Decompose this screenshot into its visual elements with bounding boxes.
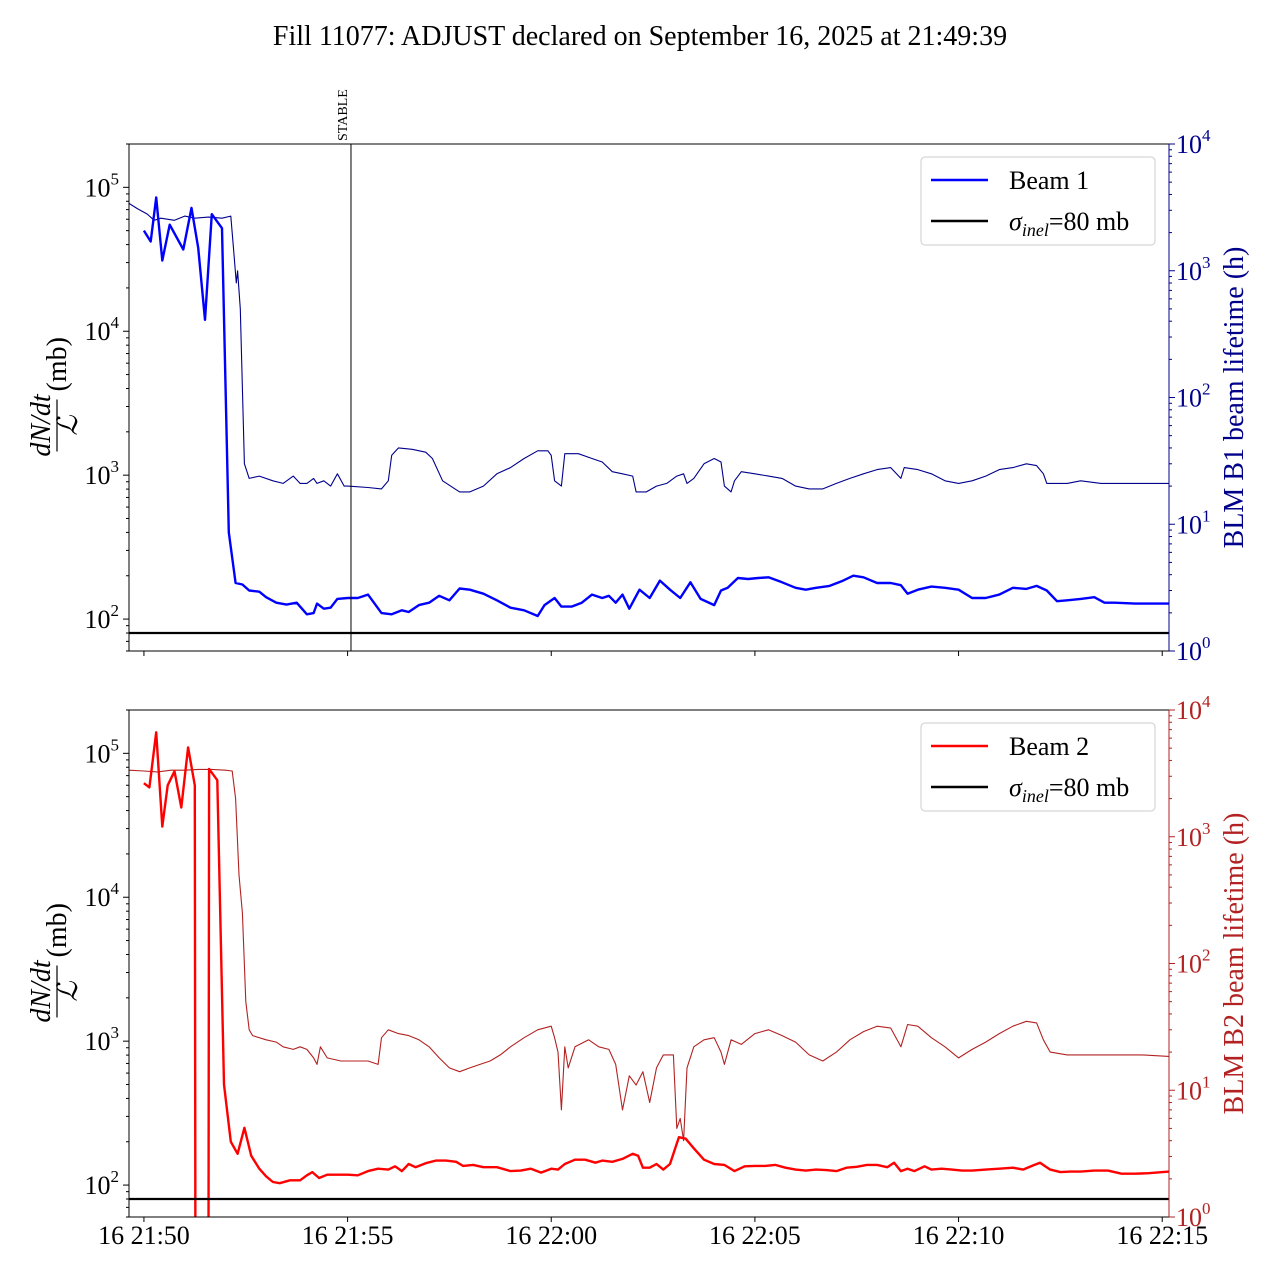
y-left-tick-label: 105 (85, 735, 120, 768)
tick-base: 10 (1176, 823, 1202, 852)
legend-sigma-subscript: inel (1022, 220, 1049, 240)
y-left-tick-label: 102 (85, 1167, 120, 1200)
tick-base: 10 (1176, 696, 1202, 725)
tick-exponent: 5 (111, 735, 120, 754)
y-right-tick-label: 100 (1176, 633, 1211, 666)
tick-base: 10 (1176, 384, 1202, 413)
tick-exponent: 1 (1202, 506, 1211, 525)
plot-area (129, 196, 1169, 635)
y-left-tick-label: 103 (85, 1023, 120, 1056)
tick-exponent: 2 (1202, 946, 1211, 965)
tick-base: 10 (85, 1171, 111, 1200)
tick-exponent: 0 (1202, 633, 1211, 652)
chart-title: Fill 11077: ADJUST declared on September… (273, 21, 1007, 52)
tick-exponent: 2 (1202, 380, 1211, 399)
y-right-tick-label: 101 (1176, 506, 1211, 539)
y-right-tick-label: 103 (1176, 819, 1211, 852)
tick-exponent: 4 (1202, 126, 1211, 145)
panel-2-series-layer (129, 731, 1169, 1217)
tick-exponent: 1 (1202, 1072, 1211, 1091)
tick-base: 10 (85, 739, 111, 768)
tick-base: 10 (85, 605, 111, 634)
y-right-tick-label: 104 (1176, 692, 1211, 725)
y-left-axis-label: dN/dtℒ (mb) (26, 337, 84, 457)
legend-sigma-value: =80 mb (1049, 773, 1129, 802)
y-right-tick-label: 104 (1176, 126, 1211, 159)
y-right-tick-label: 100 (1176, 1199, 1211, 1232)
tick-exponent: 4 (1202, 692, 1211, 711)
y-left-label-numerator: dN/dt (26, 959, 57, 1022)
tick-base: 10 (85, 1027, 111, 1056)
legend-label-beam: Beam 2 (1009, 732, 1089, 761)
y-right-tick-label: 101 (1176, 1072, 1211, 1105)
tick-exponent: 3 (1202, 253, 1211, 272)
tick-exponent: 3 (111, 457, 120, 476)
y-left-tick-label: 104 (85, 879, 120, 912)
y-left-label-unit: (mb) (42, 337, 73, 391)
series-line-blm-b2-beam-lifetime (129, 768, 1169, 1142)
tick-base: 10 (1176, 1203, 1202, 1232)
series-line-beam-2 (143, 731, 1169, 1217)
tick-exponent: 2 (111, 1167, 120, 1186)
y-right-tick-label: 103 (1176, 253, 1211, 286)
y-left-label-denominator: ℒ (53, 981, 84, 1002)
y-left-axis-label: dN/dtℒ (mb) (26, 903, 84, 1023)
tick-exponent: 2 (111, 601, 120, 620)
y-left-tick-label: 105 (85, 169, 120, 202)
y-left-label-unit: (mb) (42, 903, 73, 957)
x-tick-label: 16 22:15 (1116, 1221, 1208, 1250)
legend-sigma-value: =80 mb (1049, 207, 1129, 236)
y-right-tick-label: 102 (1176, 946, 1211, 979)
tick-exponent: 4 (111, 879, 120, 898)
x-tick-label: 16 22:00 (505, 1221, 597, 1250)
y-right-axis-label: BLM B1 beam lifetime (h) (1219, 247, 1250, 549)
tick-base: 10 (85, 173, 111, 202)
tick-base: 10 (1176, 257, 1202, 286)
legend-label-sigma: σinel=80 mb (1009, 207, 1129, 240)
legend-label-beam: Beam 1 (1009, 166, 1089, 195)
tick-exponent: 4 (111, 313, 120, 332)
legend-sigma-symbol: σ (1009, 773, 1023, 802)
panel-1-axes-layer: STABLE102103104105100101102103104dN/dtℒ(… (26, 89, 1250, 666)
tick-base: 10 (1176, 1076, 1202, 1105)
y-right-tick-label: 102 (1176, 380, 1211, 413)
x-tick-label: 16 22:05 (709, 1221, 801, 1250)
y-left-tick-label: 104 (85, 313, 120, 346)
tick-base: 10 (1176, 637, 1202, 666)
tick-exponent: 5 (111, 169, 120, 188)
tick-base: 10 (85, 317, 111, 346)
panel-2-axes-layer: 16 21:50 16 21:55 16 22:00 16 22:05 16 22:10… (26, 692, 1250, 1250)
legend-beam-1: Beam 1 σinel=80 mb (920, 156, 1156, 246)
plot-area (129, 731, 1169, 1217)
panel-beam-2: 16 21:50 16 21:55 16 22:00 16 22:05 16 22:10… (26, 692, 1250, 1250)
x-tick-label: 16 21:50 (98, 1221, 190, 1250)
legend-label-sigma: σinel=80 mb (1009, 773, 1129, 806)
tick-base: 10 (1176, 130, 1202, 159)
x-tick-label: 16 21:55 (302, 1221, 394, 1250)
series-line-beam-1 (142, 196, 1169, 618)
tick-base: 10 (85, 883, 111, 912)
y-right-axis-label: BLM B2 beam lifetime (h) (1219, 813, 1250, 1115)
legend-sigma-subscript: inel (1022, 786, 1049, 806)
panel-1-series-layer (129, 196, 1169, 635)
y-left-tick-label: 103 (85, 457, 120, 490)
stable-marker-label: STABLE (336, 89, 351, 141)
tick-exponent: 3 (1202, 819, 1211, 838)
tick-exponent: 3 (111, 1023, 120, 1042)
legend-beam-2: Beam 2 σinel=80 mb (920, 722, 1156, 812)
legend-sigma-symbol: σ (1009, 207, 1023, 236)
panel-beam-1: STABLE102103104105100101102103104dN/dtℒ(… (26, 89, 1250, 666)
y-left-label-numerator: dN/dt (26, 393, 57, 456)
tick-base: 10 (1176, 510, 1202, 539)
tick-base: 10 (85, 461, 111, 490)
series-line-blm-b1-beam-lifetime (129, 202, 1169, 493)
tick-base: 10 (1176, 950, 1202, 979)
y-left-tick-label: 102 (85, 601, 120, 634)
x-tick-label: 16 22:10 (913, 1221, 1005, 1250)
y-left-label-denominator: ℒ (53, 415, 84, 436)
tick-exponent: 0 (1202, 1199, 1211, 1218)
